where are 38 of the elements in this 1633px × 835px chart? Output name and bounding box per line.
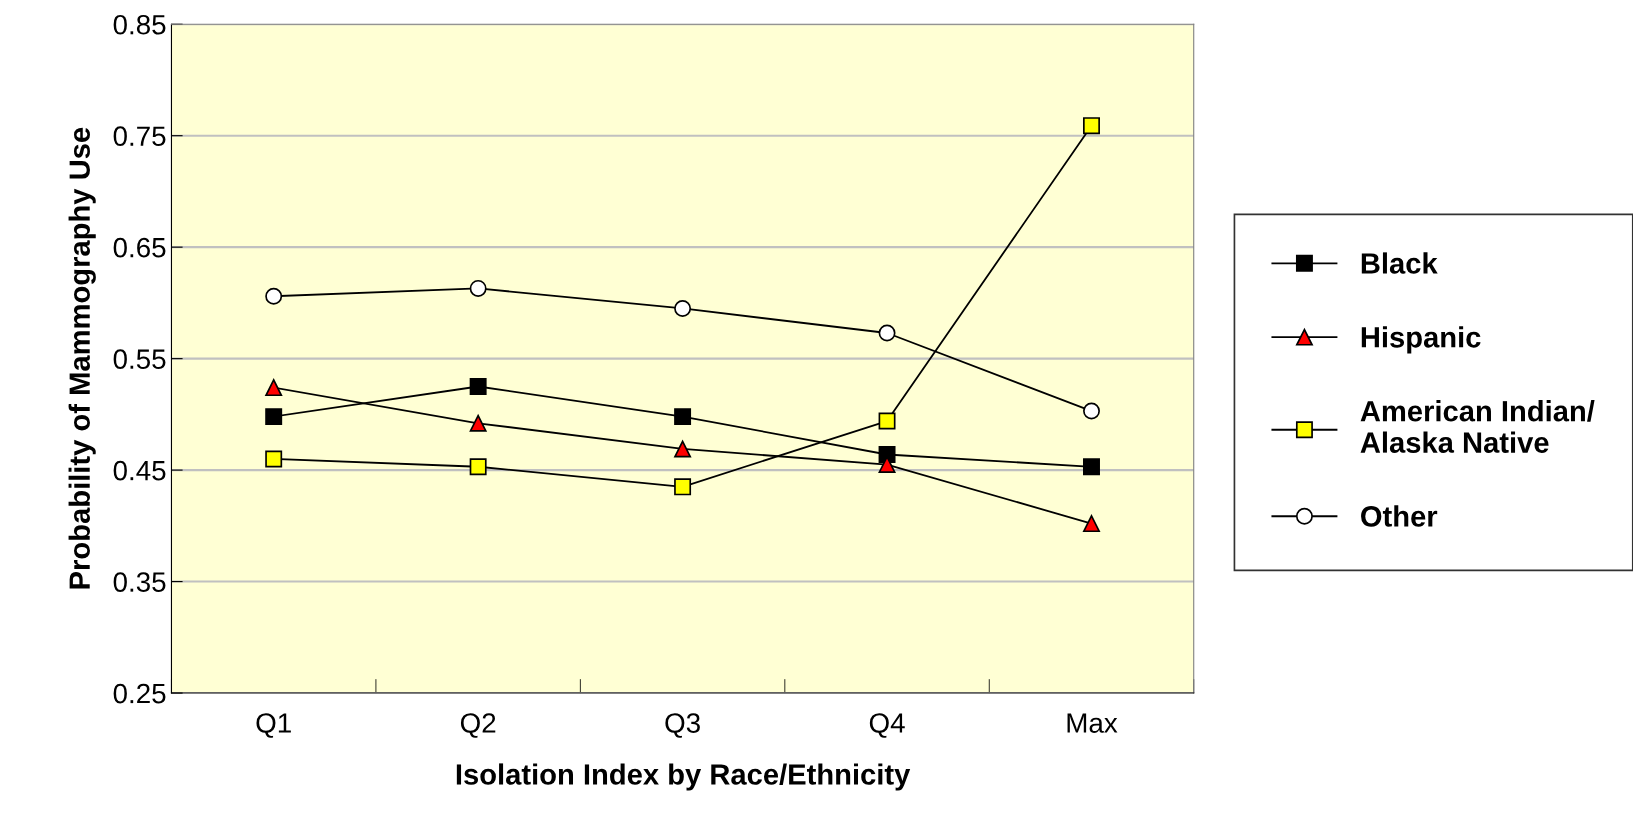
point xyxy=(674,408,692,426)
y-axis-title: Probability of Mammography Use xyxy=(68,127,96,589)
point xyxy=(1083,117,1100,135)
legend-label: Black xyxy=(1361,252,1438,274)
y-tick-label: 0.25 xyxy=(113,683,166,704)
x-tick-label: Q4 xyxy=(869,713,905,738)
point xyxy=(674,299,692,317)
x-tick-label: Q3 xyxy=(665,713,700,738)
x-tick-label: Q2 xyxy=(460,713,496,738)
point xyxy=(674,478,692,496)
point xyxy=(878,412,896,430)
y-tick-label: 0.75 xyxy=(113,126,166,147)
legend-label: Other xyxy=(1361,505,1438,527)
point xyxy=(469,414,487,432)
point xyxy=(469,378,487,395)
x-tick-label: Q1 xyxy=(256,713,291,738)
point xyxy=(878,456,896,474)
y-tick-label: 0.55 xyxy=(113,349,166,369)
y-tick-label: 0.65 xyxy=(113,237,166,258)
legend-label: American Indian/ Alaska Native xyxy=(1360,400,1595,453)
point xyxy=(878,446,896,463)
y-tick-label: 0.45 xyxy=(113,460,166,481)
x-axis-title: Isolation Index by Race/Ethnicity xyxy=(456,763,911,791)
point xyxy=(265,287,283,305)
x-tick-label: Max xyxy=(1067,713,1118,733)
point xyxy=(1083,515,1100,533)
point xyxy=(674,440,692,458)
point xyxy=(1083,458,1100,476)
point xyxy=(1083,402,1100,420)
y-tick-label: 0.35 xyxy=(113,572,166,592)
y-tick-label: 0.85 xyxy=(113,14,166,35)
point xyxy=(265,379,283,397)
point xyxy=(469,279,487,297)
point xyxy=(265,450,283,468)
point xyxy=(878,324,896,342)
point xyxy=(469,458,487,476)
legend-label: Hispanic xyxy=(1361,326,1481,354)
point xyxy=(265,408,283,426)
